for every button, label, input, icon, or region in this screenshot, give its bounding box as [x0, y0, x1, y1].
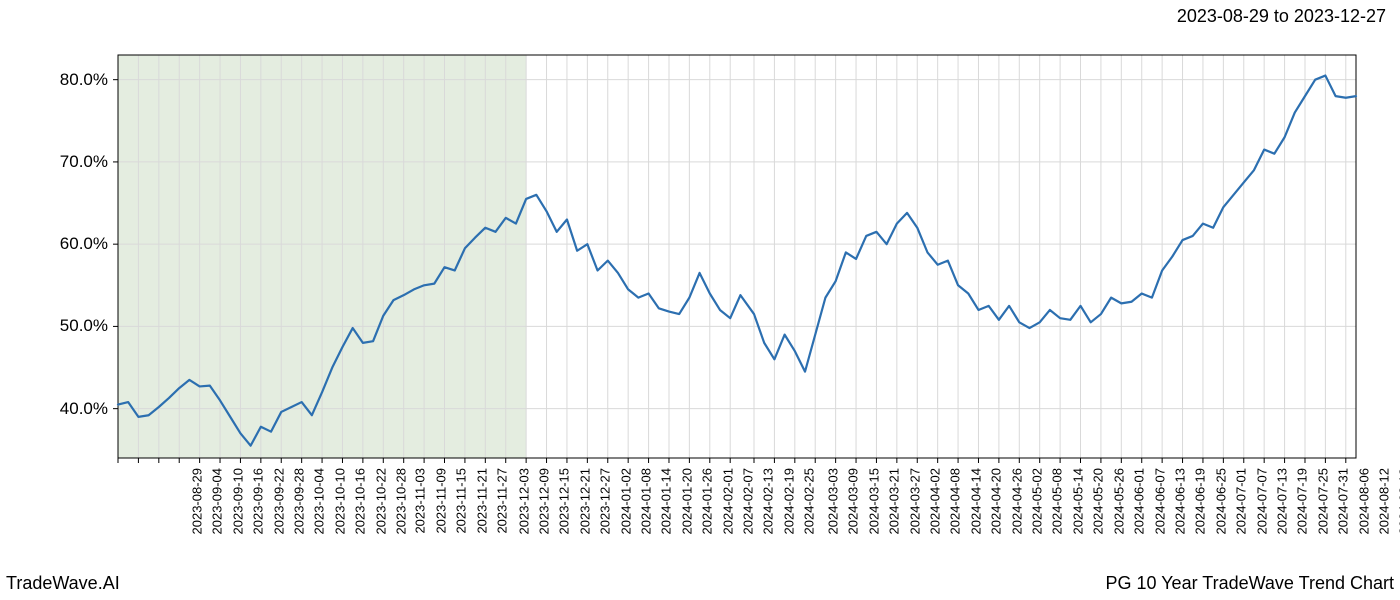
- xtick-label: 2024-06-07: [1152, 468, 1167, 535]
- xtick-label: 2024-02-25: [802, 468, 817, 535]
- xtick-label: 2023-10-16: [353, 468, 368, 535]
- xtick-label: 2024-06-01: [1132, 468, 1147, 535]
- xtick-label: 2024-07-13: [1274, 468, 1289, 535]
- xtick-label: 2024-08-06: [1356, 468, 1371, 535]
- xtick-label: 2024-05-08: [1050, 468, 1065, 535]
- xtick-label: 2023-10-04: [312, 468, 327, 535]
- xtick-label: 2023-12-09: [536, 468, 551, 535]
- xtick-label: 2023-11-27: [495, 468, 510, 534]
- xtick-label: 2024-01-14: [659, 468, 674, 535]
- xtick-label: 2024-02-19: [781, 468, 796, 535]
- xtick-label: 2024-04-08: [948, 468, 963, 535]
- xtick-label: 2024-04-14: [968, 468, 983, 535]
- xtick-label: 2024-06-25: [1213, 468, 1228, 535]
- xtick-label: 2023-12-21: [577, 468, 592, 535]
- xtick-label: 2024-07-25: [1315, 468, 1330, 535]
- xtick-label: 2023-11-09: [433, 468, 448, 534]
- xtick-label: 2024-03-15: [866, 468, 881, 535]
- xtick-label: 2024-08-12: [1376, 468, 1391, 535]
- xtick-label: 2023-11-21: [474, 468, 489, 534]
- xtick-label: 2023-10-22: [373, 468, 388, 535]
- ytick-label: 40.0%: [0, 399, 108, 419]
- xtick-label: 2023-09-10: [230, 468, 245, 535]
- xtick-label: 2024-07-19: [1295, 468, 1310, 535]
- ytick-label: 50.0%: [0, 316, 108, 336]
- xtick-label: 2024-05-02: [1030, 468, 1045, 535]
- chart-root: 2023-08-29 to 2023-12-27 40.0%50.0%60.0%…: [0, 0, 1400, 600]
- xtick-label: 2024-01-26: [700, 468, 715, 535]
- xtick-label: 2024-07-01: [1234, 468, 1249, 535]
- xtick-label: 2024-07-31: [1336, 468, 1351, 535]
- xtick-label: 2023-10-28: [394, 468, 409, 535]
- xtick-label: 2024-03-27: [907, 468, 922, 535]
- xtick-label: 2023-11-03: [413, 468, 428, 534]
- xtick-label: 2024-07-07: [1254, 468, 1269, 535]
- xtick-label: 2024-02-07: [740, 468, 755, 535]
- xtick-label: 2024-03-09: [846, 468, 861, 535]
- xtick-label: 2024-04-02: [928, 468, 943, 535]
- xtick-label: 2024-06-19: [1193, 468, 1208, 535]
- xtick-label: 2023-12-15: [557, 468, 572, 535]
- xtick-label: 2024-02-01: [720, 468, 735, 535]
- brand-label: TradeWave.AI: [6, 573, 120, 594]
- xtick-label: 2024-01-02: [618, 468, 633, 535]
- xtick-label: 2023-09-28: [292, 468, 307, 535]
- ytick-label: 60.0%: [0, 234, 108, 254]
- xtick-label: 2023-12-27: [598, 468, 613, 535]
- xtick-label: 2023-09-16: [251, 468, 266, 535]
- xtick-label: 2024-05-20: [1091, 468, 1106, 535]
- xtick-label: 2024-01-20: [679, 468, 694, 535]
- xtick-label: 2024-05-14: [1070, 468, 1085, 535]
- chart-area: 40.0% 50.0% 60.0% 70.0% 80.0% 2023-08-29 2023…: [0, 0, 1400, 600]
- xtick-label: 2023-09-22: [271, 468, 286, 535]
- ytick-label: 70.0%: [0, 152, 108, 172]
- xtick-label: 2023-11-15: [454, 468, 469, 534]
- xtick-label: 2024-03-03: [826, 468, 841, 535]
- chart-title-label: PG 10 Year TradeWave Trend Chart: [1106, 573, 1395, 594]
- xtick-label: 2024-03-21: [887, 468, 902, 535]
- xtick-label: 2024-02-13: [761, 468, 776, 535]
- xtick-label: 2024-06-13: [1172, 468, 1187, 535]
- xtick-label: 2024-04-20: [989, 468, 1004, 535]
- ytick-label: 80.0%: [0, 70, 108, 90]
- xtick-label: 2023-08-29: [190, 468, 205, 535]
- xtick-label: 2023-09-04: [210, 468, 225, 535]
- xtick-label: 2023-12-03: [516, 468, 531, 535]
- xtick-label: 2023-10-10: [332, 468, 347, 535]
- xtick-label: 2024-01-08: [638, 468, 653, 535]
- xtick-label: 2024-04-26: [1009, 468, 1024, 535]
- xtick-label: 2024-05-26: [1111, 468, 1126, 535]
